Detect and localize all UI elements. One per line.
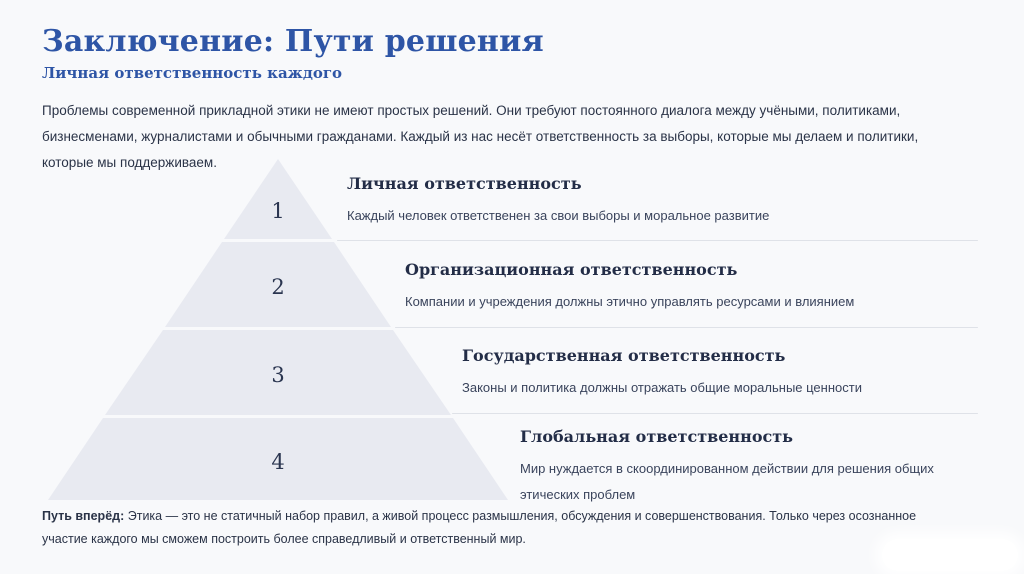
- row-divider-3: [452, 413, 978, 414]
- pyramid-level-row-3: Государственная ответственность Законы и…: [462, 346, 962, 401]
- slide-title: Заключение: Пути решения: [42, 24, 544, 59]
- footer-note: Путь вперёд: Этика — это не статичный на…: [42, 505, 962, 551]
- footer-note-label: Путь вперёд:: [42, 509, 125, 523]
- slide-subtitle: Личная ответственность каждого: [42, 64, 343, 82]
- pyramid-level-number-4: 4: [271, 450, 285, 474]
- pyramid-band-1: [224, 159, 332, 239]
- pyramid-level-row-2: Организационная ответственность Компании…: [405, 260, 965, 315]
- level-title: Организационная ответственность: [405, 260, 738, 279]
- pyramid-level-number-3: 3: [271, 363, 285, 387]
- level-title: Государственная ответственность: [462, 346, 786, 365]
- level-title: Личная ответственность: [347, 174, 582, 193]
- pyramid-level-number-1: 1: [271, 199, 285, 223]
- pyramid-band-3: [105, 330, 451, 415]
- row-divider-1: [337, 240, 978, 241]
- pyramid-band-2: [165, 242, 391, 327]
- pyramid-level-row-4: Глобальная ответственность Мир нуждается…: [520, 427, 952, 508]
- pyramid-band-4: [48, 418, 508, 500]
- level-description: Компании и учреждения должны этично упра…: [405, 294, 855, 309]
- pyramid-diagram: [48, 159, 508, 500]
- row-divider-2: [395, 327, 978, 328]
- watermark-pill: [882, 539, 1018, 571]
- intro-paragraph: Проблемы современной прикладной этики не…: [42, 103, 919, 170]
- level-title: Глобальная ответственность: [520, 427, 794, 446]
- pyramid-level-row-1: Личная ответственность Каждый человек от…: [347, 174, 947, 229]
- level-description: Законы и политика должны отражать общие …: [462, 380, 862, 395]
- footer-note-text: Этика — это не статичный набор правил, а…: [42, 509, 917, 546]
- level-description: Мир нуждается в скоординированном действ…: [520, 461, 934, 502]
- pyramid-level-number-2: 2: [271, 275, 285, 299]
- level-description: Каждый человек ответственен за свои выбо…: [347, 208, 770, 223]
